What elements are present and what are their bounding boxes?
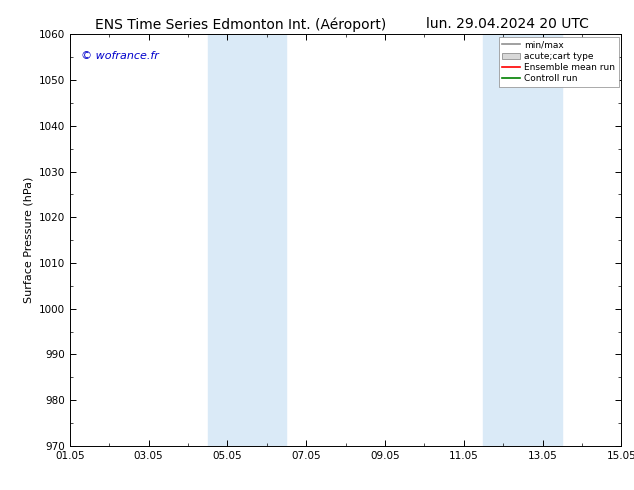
Text: © wofrance.fr: © wofrance.fr bbox=[81, 51, 158, 61]
Text: ENS Time Series Edmonton Int. (Aéroport): ENS Time Series Edmonton Int. (Aéroport) bbox=[95, 17, 387, 32]
Bar bbox=[483, 34, 562, 446]
Text: lun. 29.04.2024 20 UTC: lun. 29.04.2024 20 UTC bbox=[426, 17, 588, 31]
Bar bbox=[207, 34, 287, 446]
Y-axis label: Surface Pressure (hPa): Surface Pressure (hPa) bbox=[23, 177, 33, 303]
Legend: min/max, acute;cart type, Ensemble mean run, Controll run: min/max, acute;cart type, Ensemble mean … bbox=[499, 37, 619, 87]
